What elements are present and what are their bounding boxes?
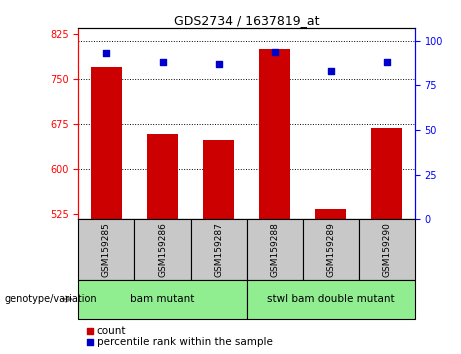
Bar — [259, 49, 290, 219]
Bar — [372, 128, 402, 219]
Text: stwl bam double mutant: stwl bam double mutant — [267, 294, 395, 304]
Text: GSM159285: GSM159285 — [102, 222, 111, 278]
Bar — [91, 67, 122, 219]
Text: GSM159286: GSM159286 — [158, 222, 167, 278]
Text: count: count — [97, 326, 126, 336]
Point — [159, 59, 166, 65]
Bar — [78, 280, 247, 319]
Point — [103, 51, 110, 56]
Point — [215, 61, 222, 67]
Title: GDS2734 / 1637819_at: GDS2734 / 1637819_at — [174, 14, 319, 27]
Text: genotype/variation: genotype/variation — [5, 294, 97, 304]
Bar — [203, 140, 234, 219]
Text: GSM159288: GSM159288 — [270, 222, 279, 278]
Bar — [303, 219, 359, 280]
Text: bam mutant: bam mutant — [130, 294, 195, 304]
Bar — [247, 280, 415, 319]
Point — [271, 49, 278, 55]
Point — [327, 68, 334, 74]
Point — [383, 59, 390, 65]
Point — [86, 339, 94, 344]
Bar — [190, 219, 247, 280]
Bar — [247, 219, 303, 280]
Text: GSM159289: GSM159289 — [326, 222, 335, 278]
Bar — [359, 219, 415, 280]
Text: GSM159287: GSM159287 — [214, 222, 223, 278]
Bar — [315, 209, 346, 219]
Text: percentile rank within the sample: percentile rank within the sample — [97, 337, 273, 347]
Text: GSM159290: GSM159290 — [382, 222, 391, 278]
Bar — [78, 219, 135, 280]
Bar — [147, 134, 178, 219]
Bar — [135, 219, 190, 280]
Point — [86, 328, 94, 334]
